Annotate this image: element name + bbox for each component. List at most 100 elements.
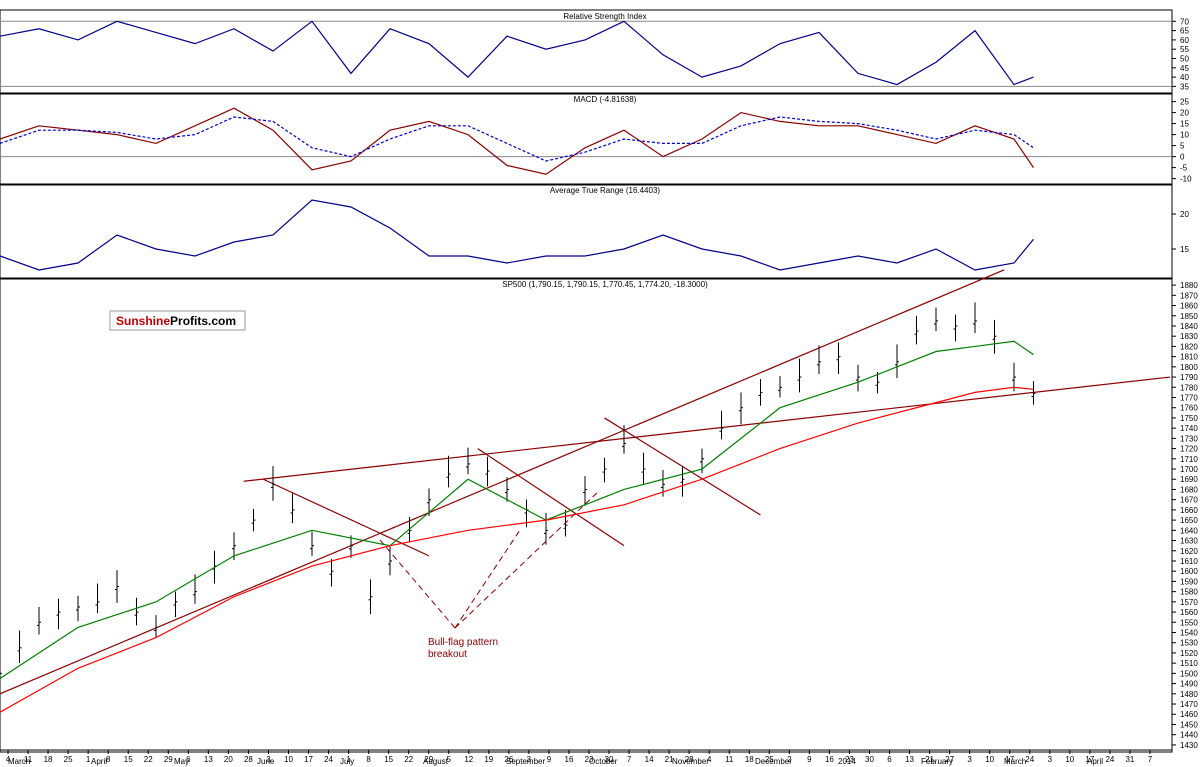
x-day-label: 28: [685, 755, 694, 764]
y-tick-label: 1470: [1180, 700, 1198, 709]
x-day-label: 12: [464, 755, 473, 764]
x-day-label: 15: [124, 755, 133, 764]
y-tick-label: 1580: [1180, 588, 1198, 597]
y-tick-label: 1670: [1180, 496, 1198, 505]
x-day-label: 24: [324, 755, 333, 764]
y-tick-label: 1600: [1180, 567, 1198, 576]
y-tick-label: 1740: [1180, 424, 1198, 433]
annotation-text: Bull-flag pattern: [428, 637, 498, 648]
y-tick-label: 1800: [1180, 363, 1198, 372]
x-day-label: 3: [1048, 755, 1053, 764]
panel-title: SP500 (1,790.15, 1,790.15, 1,770.45, 1,7…: [502, 280, 708, 289]
x-day-label: 10: [284, 755, 293, 764]
x-month-label: June: [257, 757, 275, 766]
y-tick-label: 1820: [1180, 342, 1198, 351]
y-tick-label: 25: [1180, 98, 1189, 107]
x-day-label: 22: [404, 755, 413, 764]
x-day-label: 13: [204, 755, 213, 764]
panel-title: Relative Strength Index: [563, 12, 646, 21]
y-tick-label: 1490: [1180, 680, 1198, 689]
y-tick-label: 1860: [1180, 302, 1198, 311]
x-day-label: 27: [945, 755, 954, 764]
y-tick-label: 1610: [1180, 557, 1198, 566]
series-line: [0, 386, 1034, 713]
y-tick-label: 1730: [1180, 434, 1198, 443]
trend-line: [262, 478, 430, 557]
y-tick-label: 70: [1180, 17, 1189, 26]
x-day-label: 18: [745, 755, 754, 764]
x-day-label: 23: [585, 755, 594, 764]
y-tick-label: 1620: [1180, 547, 1198, 556]
x-day-label: 30: [865, 755, 874, 764]
y-tick-label: 65: [1180, 27, 1189, 36]
y-tick-label: 1830: [1180, 332, 1198, 341]
x-day-label: 4: [6, 755, 11, 764]
y-tick-label: 0: [1180, 153, 1185, 162]
x-day-label: 17: [1085, 755, 1094, 764]
y-tick-label: 1540: [1180, 629, 1198, 638]
y-tick-label: 1530: [1180, 639, 1198, 648]
y-tick-label: 20: [1180, 210, 1189, 219]
x-day-label: 5: [447, 755, 452, 764]
x-month-label: September: [506, 757, 545, 766]
x-day-label: 11: [24, 755, 33, 764]
x-day-label: 25: [64, 755, 73, 764]
x-day-label: 19: [484, 755, 493, 764]
x-day-label: 3: [266, 755, 271, 764]
y-tick-label: 1440: [1180, 731, 1198, 740]
y-tick-label: 1550: [1180, 618, 1198, 627]
trend-line: [0, 269, 1005, 695]
y-tick-label: 5: [1180, 142, 1185, 151]
y-tick-label: 1840: [1180, 322, 1198, 331]
x-day-label: 9: [547, 755, 552, 764]
y-tick-label: 1760: [1180, 404, 1198, 413]
y-tick-label: 20: [1180, 109, 1189, 118]
x-day-label: 1: [86, 755, 91, 764]
x-day-label: 29: [424, 755, 433, 764]
x-day-label: 20: [224, 755, 233, 764]
series-line: [0, 199, 1034, 271]
x-day-label: 9: [807, 755, 812, 764]
x-day-label: 31: [1125, 755, 1134, 764]
x-day-label: 24: [1105, 755, 1114, 764]
y-tick-label: 1780: [1180, 383, 1198, 392]
y-tick-label: 1810: [1180, 353, 1198, 362]
x-day-label: 4: [707, 755, 712, 764]
watermark-box: [109, 310, 246, 331]
x-month-label: November: [672, 757, 709, 766]
x-month-label: December: [755, 757, 792, 766]
y-tick-label: 1510: [1180, 659, 1198, 668]
annotation-text: breakout: [428, 649, 467, 660]
x-day-label: 10: [985, 755, 994, 764]
trend-line: [604, 417, 761, 516]
y-tick-label: 1790: [1180, 373, 1198, 382]
x-day-label: 30: [605, 755, 614, 764]
panel-frame: [0, 9, 1173, 95]
y-tick-label: 60: [1180, 36, 1189, 45]
x-month-label: October: [589, 757, 618, 766]
x-month-label: May: [174, 757, 189, 766]
x-day-label: 22: [144, 755, 153, 764]
x-day-label: 15: [384, 755, 393, 764]
x-day-label: 6: [186, 755, 191, 764]
y-tick-label: 1710: [1180, 455, 1198, 464]
panel-frame: [0, 277, 1173, 753]
x-day-label: 25: [765, 755, 774, 764]
x-day-label: 7: [627, 755, 632, 764]
series-line: [0, 20, 1034, 86]
x-day-label: 16: [565, 755, 574, 764]
y-tick-label: 1720: [1180, 445, 1198, 454]
x-day-label: 7: [1148, 755, 1153, 764]
y-tick-label: 1500: [1180, 669, 1198, 678]
y-tick-label: 35: [1180, 82, 1189, 91]
panel-title: MACD (-4.81638): [574, 95, 637, 104]
y-tick-label: 1870: [1180, 291, 1198, 300]
series-line: [0, 107, 1034, 175]
y-tick-label: -5: [1180, 164, 1188, 173]
y-tick-label: 1880: [1180, 281, 1198, 290]
y-tick-label: 1590: [1180, 577, 1198, 586]
x-day-label: 2: [787, 755, 792, 764]
x-day-label: 18: [44, 755, 53, 764]
x-day-label: 14: [645, 755, 654, 764]
